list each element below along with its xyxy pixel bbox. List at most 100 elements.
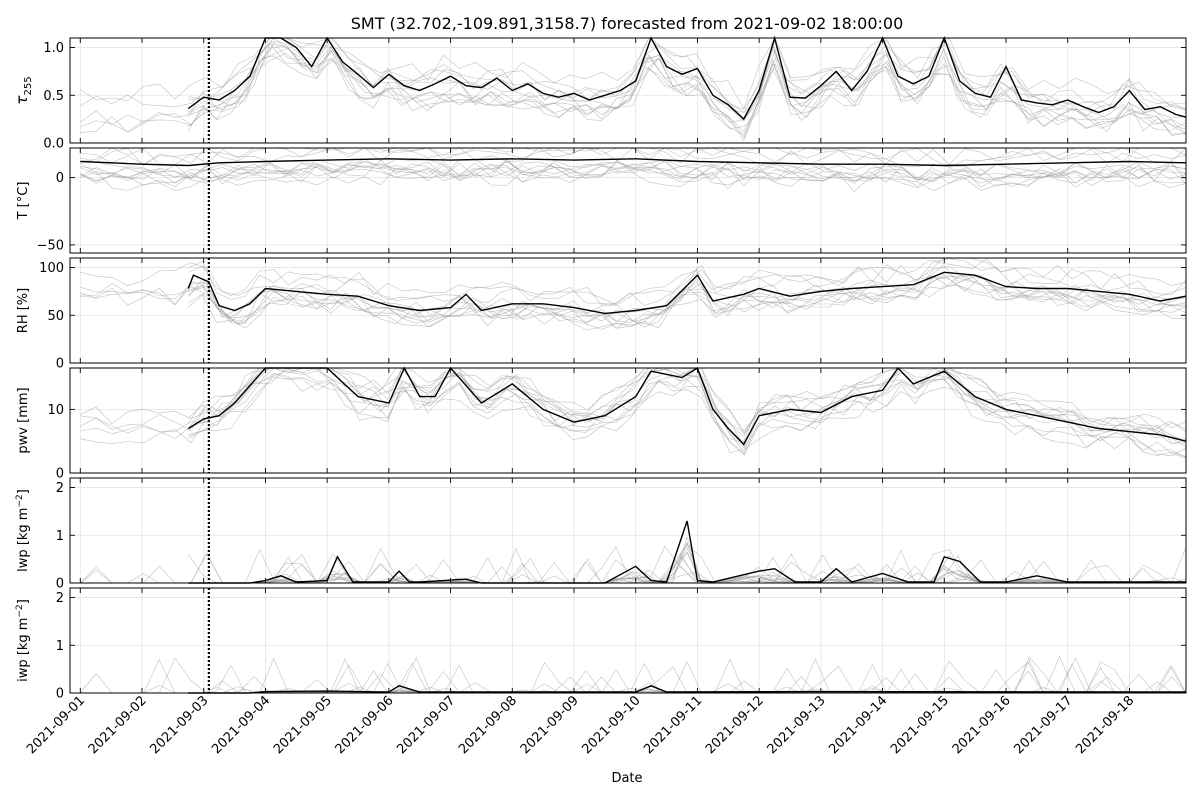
panel-4: 0 1 2 lwp [kg m−2] (15, 477, 1187, 592)
panel-0: 0.0 0.5 1.0 τ255 (13, 35, 1187, 152)
ensemble-member-line (80, 545, 1186, 584)
forecast-series-line (187, 366, 1187, 446)
ensemble-member-line (188, 37, 1187, 113)
y-tick-label: 1 (56, 529, 64, 544)
x-axis-label: Date (611, 771, 642, 786)
ensemble-member-line (188, 285, 1187, 331)
y-tick-label: 50 (47, 309, 64, 324)
ensemble-member-line (188, 367, 1187, 434)
ensemble-member-line (80, 367, 1187, 433)
y-tick-label: 100 (39, 261, 64, 276)
ensemble-member-line (188, 546, 1187, 584)
forecast-series-line (80, 158, 1187, 167)
y-tick-label: 0 (56, 577, 64, 592)
ensemble-member-line (188, 546, 1186, 584)
x-tick-label: 2021-09-15 (888, 693, 952, 757)
ensemble-member-line (188, 42, 1187, 128)
panel-3: 0 10 pwv [mm] (16, 366, 1187, 482)
forecast-series-line (187, 271, 1187, 315)
x-tick-label: 2021-09-03 (148, 693, 212, 757)
x-tick-label: 2021-09-17 (1012, 693, 1076, 757)
ensemble-member-line (80, 159, 1187, 182)
x-tick-label: 2021-09-10 (580, 693, 644, 757)
y-axis-label: pwv [mm] (16, 387, 31, 453)
y-tick-label: 0 (56, 357, 64, 372)
ensemble-member-line (80, 167, 1187, 192)
ensemble-member-line (188, 37, 1187, 114)
ensemble-member-line (80, 655, 1187, 694)
x-tick-label: 2021-09-09 (518, 693, 582, 757)
ensemble-member-line (80, 656, 1187, 694)
y-tick-label: 1.0 (43, 41, 64, 56)
y-axis-label: τ255 (13, 76, 34, 104)
ensemble-member-line (80, 159, 1187, 182)
ensemble-member-line (188, 275, 1187, 329)
ensemble-member-line (80, 276, 1187, 328)
x-tick-label: 2021-09-11 (641, 693, 705, 757)
ensemble-member-line (80, 42, 1187, 141)
x-tick-label: 2021-09-12 (703, 693, 767, 757)
ensemble-member-line (188, 257, 1187, 306)
ensemble-member-line (188, 373, 1187, 458)
x-tick-label: 2021-09-01 (24, 693, 88, 757)
ensemble-member-line (80, 158, 1187, 184)
x-tick-label: 2021-09-02 (86, 693, 150, 757)
panel-frame (69, 587, 1187, 694)
ensemble-member-line (80, 367, 1187, 458)
panel-frame (69, 257, 1187, 364)
ensemble-member-line (80, 367, 1187, 448)
panel-frame (69, 477, 1187, 584)
ensemble-member-line (80, 660, 1187, 694)
ensemble-member-line (188, 37, 1187, 120)
ensemble-member-line (80, 37, 1187, 110)
x-tick-label: 2021-09-04 (209, 693, 273, 757)
panel-frame (69, 367, 1187, 474)
y-tick-label: 1 (56, 639, 64, 654)
ensemble-member-line (80, 160, 1187, 183)
x-tick-label: 2021-09-05 (271, 693, 335, 757)
y-tick-label: −50 (37, 238, 64, 253)
x-tick-label: 2021-09-18 (1073, 693, 1137, 757)
x-tick-label: 2021-09-06 (333, 693, 397, 757)
y-tick-label: 0 (56, 467, 64, 482)
ensemble-member-line (188, 275, 1187, 329)
y-tick-label: 0.5 (43, 89, 64, 104)
forecast-series-line (188, 685, 1187, 694)
y-tick-label: 2 (56, 591, 64, 606)
ensemble-member-line (188, 274, 1187, 324)
y-tick-label: 0 (56, 171, 64, 186)
y-tick-label: 2 (56, 481, 64, 496)
y-tick-label: 0 (56, 687, 64, 702)
ensemble-member-line (188, 541, 1187, 584)
y-tick-label: 0.0 (43, 137, 64, 152)
panel-frame (69, 147, 1187, 254)
ensemble-member-line (80, 367, 1187, 443)
panel-2: 0 50 100 RH [%] (16, 257, 1187, 372)
x-tick-label: 2021-09-08 (456, 693, 520, 757)
y-tick-label: 10 (47, 403, 64, 418)
ensemble-member-line (80, 274, 1187, 322)
ensemble-member-line (188, 258, 1187, 306)
y-axis-label: lwp [kg m−2] (15, 489, 31, 572)
y-axis-label: RH [%] (16, 288, 31, 333)
ensemble-member-line (188, 370, 1187, 459)
ensemble-member-line (188, 48, 1187, 137)
ensemble-member-line (188, 47, 1187, 139)
x-tick-label: 2021-09-16 (950, 693, 1014, 757)
y-axis-label: iwp [kg m−2] (15, 599, 31, 682)
ensemble-member-line (188, 376, 1187, 457)
x-tick-label: 2021-09-14 (826, 693, 890, 757)
panel-5: 0 1 2 iwp [kg m−2] (15, 587, 1187, 702)
x-tick-label: 2021-09-07 (394, 693, 458, 757)
ensemble-member-line (80, 659, 1187, 694)
panel-1: −50 0 T [°C] (16, 147, 1187, 254)
chart-title: SMT (32.702,-109.891,3158.7) forecasted … (351, 14, 904, 33)
ensemble-member-line (80, 266, 1187, 322)
ensemble-member-line (80, 258, 1187, 306)
x-tick-label: 2021-09-13 (765, 693, 829, 757)
ensemble-member-line (80, 662, 1186, 694)
ensemble-member-line (80, 163, 1187, 188)
forecast-series-line (188, 520, 1186, 584)
